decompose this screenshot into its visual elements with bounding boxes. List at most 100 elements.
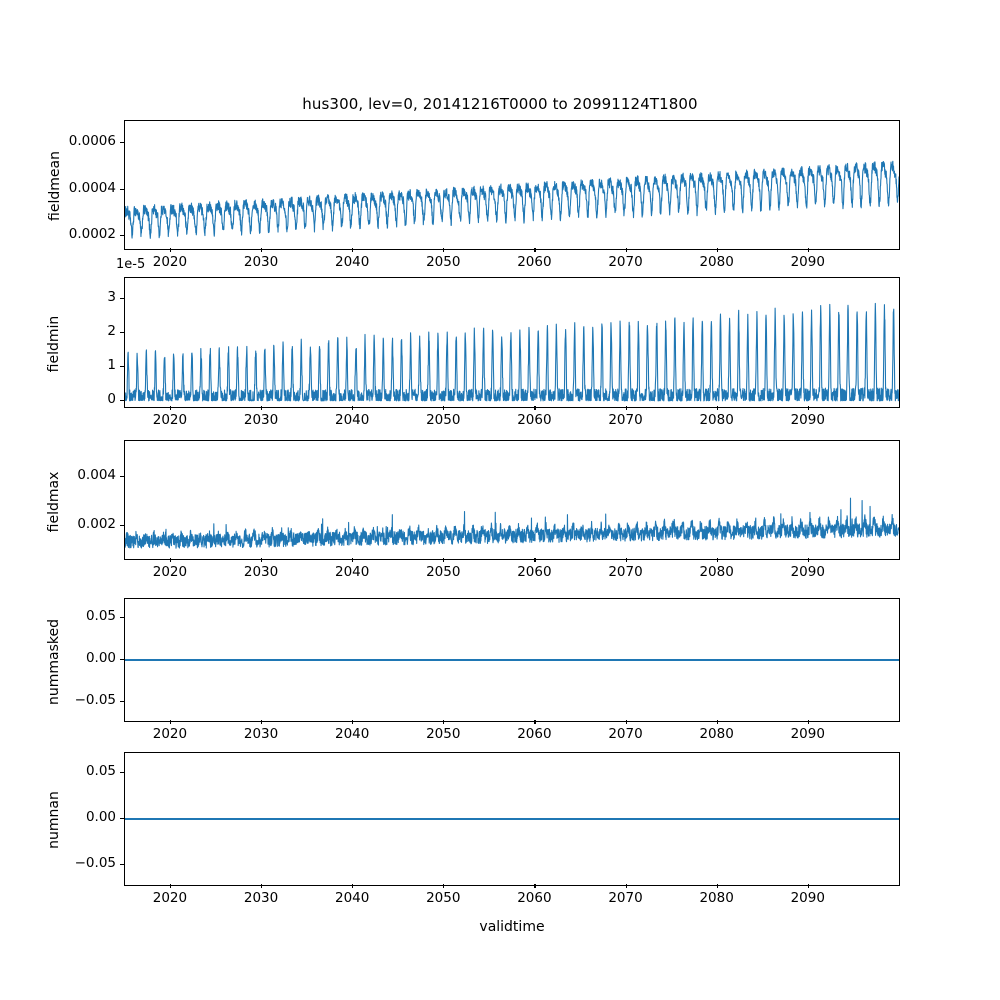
xtick-numnan-2050: 2050: [426, 890, 461, 906]
subplot-numnan: [124, 752, 900, 886]
xtickmark: [716, 558, 718, 562]
xtick-fieldmax-2060: 2060: [517, 564, 552, 580]
xtickmark: [169, 406, 172, 410]
ytickmark: [120, 142, 124, 144]
xtickmark: [443, 248, 445, 252]
xtick-fieldmax-2050: 2050: [426, 564, 461, 580]
xtick-numnan-2030: 2030: [243, 890, 279, 906]
subplot-fieldmin: [124, 277, 900, 408]
xtickmark: [625, 248, 627, 252]
xtick-nummasked-2030: 2030: [243, 726, 279, 742]
ytickmark: [120, 331, 124, 334]
ytick-nummasked-2: 0.05: [85, 607, 116, 624]
ytickmark: [120, 399, 124, 401]
xtickmark: [534, 884, 536, 888]
xtick-nummasked-2060: 2060: [517, 726, 552, 742]
yaxis-offset-text-fieldmin: 1e-5: [116, 257, 146, 272]
ytickmark: [120, 298, 124, 300]
xtick-fieldmin-2040: 2040: [334, 412, 370, 428]
xtickmark: [625, 406, 627, 410]
ytick-fieldmin-2: 2: [107, 322, 116, 339]
xtick-numnan-2070: 2070: [608, 890, 643, 906]
subplot-nummasked: [124, 598, 900, 722]
xtick-fieldmax-2040: 2040: [334, 564, 370, 580]
xtickmark: [261, 720, 263, 724]
xtick-numnan-2080: 2080: [699, 890, 734, 906]
xtickmark: [169, 884, 172, 888]
xtickmark: [352, 884, 354, 888]
ytick-fieldmean-0: 0.0002: [68, 226, 116, 243]
xtick-fieldmean-2040: 2040: [334, 254, 370, 270]
xtick-fieldmin-2050: 2050: [426, 412, 461, 428]
xtickmark: [443, 720, 445, 724]
xtick-fieldmax-2090: 2090: [790, 564, 825, 580]
xtickmark: [716, 884, 718, 888]
xtick-fieldmean-2050: 2050: [426, 254, 461, 270]
subplot-fieldmax: [124, 440, 900, 560]
xtickmark: [443, 884, 445, 888]
ytickmark: [120, 701, 124, 703]
xtickmark: [534, 248, 536, 252]
ytick-numnan-0: −0.05: [74, 854, 116, 871]
xtick-fieldmax-2070: 2070: [608, 564, 643, 580]
xtick-fieldmin-2030: 2030: [243, 412, 279, 428]
xtickmark: [261, 406, 263, 410]
ytickmark: [120, 616, 124, 618]
xtickmark: [352, 720, 354, 724]
xtickmark: [443, 406, 445, 410]
ytickmark: [120, 188, 124, 190]
xtick-numnan-2090: 2090: [790, 890, 825, 906]
xtickmark: [625, 884, 627, 888]
xtickmark: [807, 248, 809, 252]
xtickmark: [534, 720, 536, 724]
xtick-fieldmean-2090: 2090: [790, 254, 825, 270]
ytickmark: [120, 659, 124, 661]
xtickmark: [261, 558, 263, 562]
ytickmark: [120, 365, 124, 368]
xtickmark: [716, 406, 718, 410]
xtickmark: [169, 558, 172, 562]
xtickmark: [169, 720, 172, 724]
ytick-nummasked-1: 0.00: [85, 650, 116, 666]
ytick-fieldmin-3: 3: [107, 289, 116, 306]
xtick-fieldmean-2060: 2060: [517, 254, 552, 270]
xtick-nummasked-2080: 2080: [699, 726, 734, 742]
xtickmark: [807, 884, 809, 888]
xtick-fieldmean-2020: 2020: [152, 254, 188, 270]
xtick-fieldmean-2080: 2080: [699, 254, 734, 270]
xlabel: validtime: [479, 919, 545, 935]
xtick-numnan-2040: 2040: [334, 890, 370, 906]
xtickmark: [534, 406, 536, 410]
xtick-fieldmax-2030: 2030: [243, 564, 279, 580]
xtick-fieldmin-2070: 2070: [608, 412, 643, 428]
xtick-fieldmin-2090: 2090: [790, 412, 825, 428]
xtick-numnan-2020: 2020: [152, 890, 188, 906]
xtickmark: [534, 558, 536, 562]
xtickmark: [716, 248, 718, 252]
ytick-nummasked-0: −0.05: [74, 692, 116, 709]
xtickmark: [261, 248, 263, 252]
series-fieldmean: [125, 121, 899, 249]
ytickmark: [120, 235, 124, 237]
ytick-numnan-2: 0.05: [85, 763, 116, 780]
ytick-fieldmin-0: 0: [107, 390, 116, 407]
xtickmark: [625, 720, 627, 724]
xtickmark: [352, 558, 354, 562]
xtick-fieldmin-2060: 2060: [517, 412, 552, 428]
ytick-numnan-1: 0.00: [85, 809, 116, 825]
series-fieldmin: [125, 278, 899, 407]
xtickmark: [352, 248, 354, 252]
ytickmark: [120, 863, 124, 865]
xtickmark: [807, 406, 809, 410]
xtickmark: [352, 406, 354, 410]
xtickmark: [807, 558, 809, 562]
figure-title: hus300, lev=0, 20141216T0000 to 20991124…: [302, 95, 698, 113]
xtickmark: [716, 720, 718, 724]
series-nummasked: [125, 599, 899, 721]
xtick-nummasked-2040: 2040: [334, 726, 370, 742]
xtick-nummasked-2090: 2090: [790, 726, 825, 742]
ylabel-fieldmax: fieldmax: [46, 471, 62, 533]
xtick-fieldmin-2020: 2020: [152, 412, 188, 428]
xtickmark: [443, 558, 445, 562]
